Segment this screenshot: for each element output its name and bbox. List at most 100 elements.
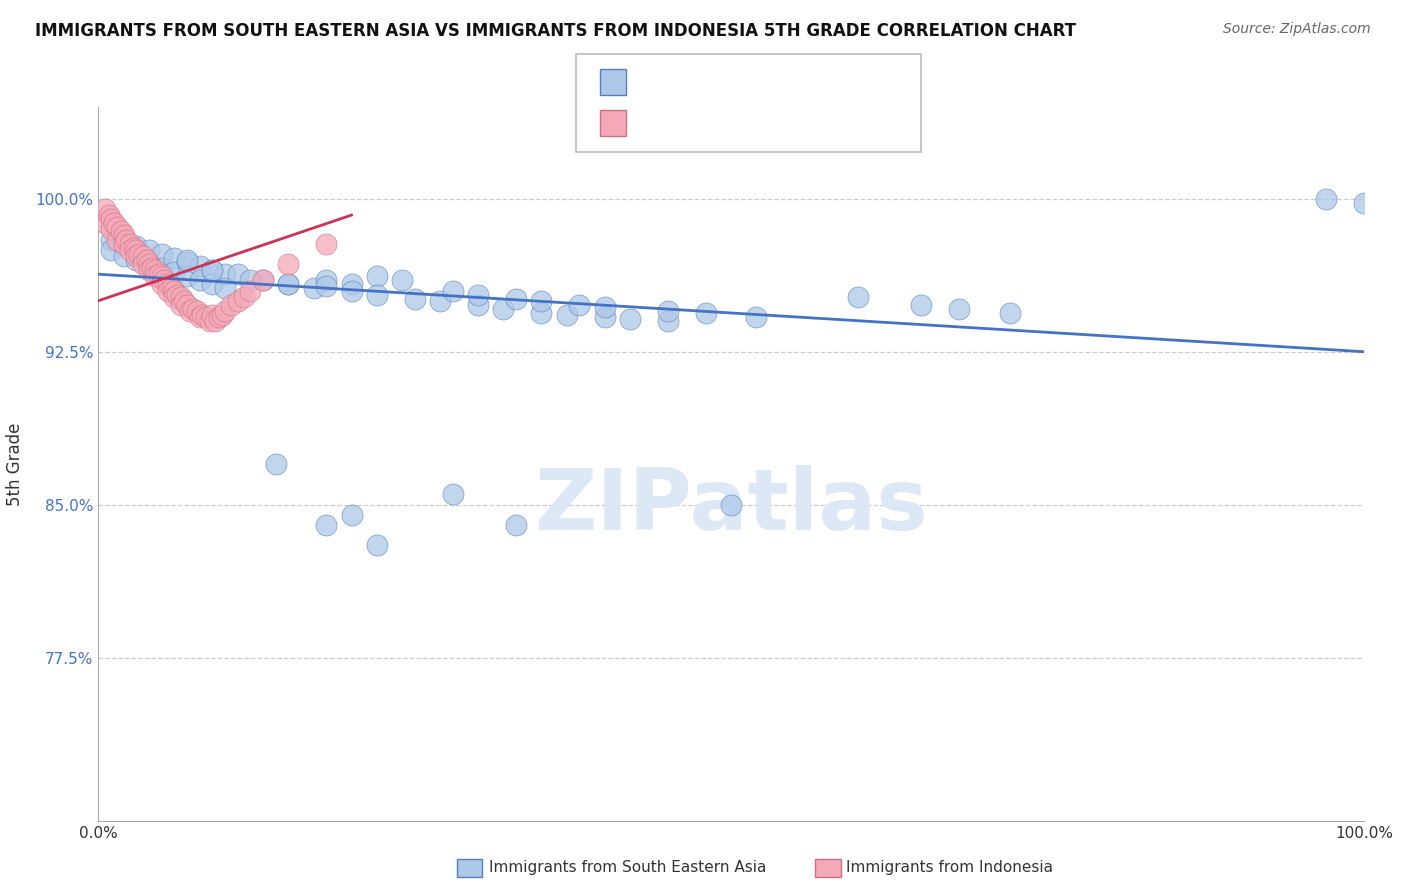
Point bbox=[160, 281, 183, 295]
Point bbox=[97, 208, 120, 222]
Point bbox=[555, 308, 578, 322]
Point bbox=[657, 304, 679, 318]
Point bbox=[846, 290, 869, 304]
Point bbox=[132, 257, 155, 271]
Text: R =: R = bbox=[636, 73, 675, 91]
Point bbox=[148, 267, 170, 281]
Point bbox=[201, 308, 224, 322]
Point bbox=[264, 457, 287, 471]
Y-axis label: 5th Grade: 5th Grade bbox=[7, 422, 24, 506]
Point bbox=[530, 293, 553, 308]
Point bbox=[138, 243, 160, 257]
Point bbox=[112, 236, 135, 251]
Point bbox=[176, 298, 198, 312]
Point bbox=[141, 261, 163, 276]
Point bbox=[176, 255, 198, 269]
Text: N =: N = bbox=[762, 114, 801, 132]
Point bbox=[492, 301, 515, 316]
Point bbox=[169, 290, 191, 304]
Point bbox=[239, 273, 262, 287]
Point bbox=[120, 243, 141, 257]
Point bbox=[441, 284, 464, 298]
Point bbox=[188, 259, 211, 273]
Point bbox=[277, 257, 299, 271]
Point bbox=[176, 252, 198, 267]
Point bbox=[163, 265, 186, 279]
Point bbox=[948, 301, 970, 316]
Point bbox=[125, 238, 148, 252]
Point bbox=[695, 306, 717, 320]
Point bbox=[150, 261, 173, 276]
Point bbox=[910, 298, 932, 312]
Point bbox=[340, 284, 363, 298]
Point bbox=[505, 518, 527, 533]
Point bbox=[112, 249, 135, 263]
Point bbox=[226, 293, 249, 308]
Point bbox=[1315, 192, 1337, 206]
Point bbox=[150, 269, 173, 284]
Point bbox=[366, 538, 388, 552]
Point bbox=[110, 224, 132, 238]
Point bbox=[201, 277, 224, 292]
Point bbox=[429, 293, 451, 308]
Point bbox=[107, 220, 129, 235]
Point bbox=[132, 249, 155, 263]
Point bbox=[125, 252, 148, 267]
Point bbox=[163, 284, 186, 298]
Text: Immigrants from Indonesia: Immigrants from Indonesia bbox=[846, 861, 1053, 875]
Point bbox=[302, 281, 325, 295]
Point bbox=[201, 263, 224, 277]
Point bbox=[208, 310, 231, 324]
Point bbox=[186, 304, 208, 318]
Point bbox=[173, 293, 195, 308]
Point bbox=[157, 284, 180, 298]
Text: ZIPatlas: ZIPatlas bbox=[534, 465, 928, 549]
Point bbox=[204, 314, 226, 328]
Point bbox=[505, 292, 527, 306]
Point bbox=[214, 281, 236, 295]
Point bbox=[441, 487, 464, 501]
Text: Source: ZipAtlas.com: Source: ZipAtlas.com bbox=[1223, 22, 1371, 37]
Point bbox=[366, 287, 388, 301]
Point bbox=[201, 263, 224, 277]
Point bbox=[112, 236, 135, 251]
Point bbox=[315, 236, 337, 251]
Point bbox=[135, 252, 157, 267]
Text: Immigrants from South Eastern Asia: Immigrants from South Eastern Asia bbox=[489, 861, 766, 875]
Point bbox=[277, 277, 299, 292]
Point bbox=[720, 498, 742, 512]
Point bbox=[157, 277, 180, 292]
Point bbox=[150, 277, 173, 292]
Point bbox=[112, 228, 135, 243]
Point bbox=[340, 277, 363, 292]
Point bbox=[366, 269, 388, 284]
Point bbox=[233, 290, 256, 304]
Point bbox=[93, 202, 117, 216]
Point bbox=[179, 304, 201, 318]
Point bbox=[150, 247, 173, 261]
Point bbox=[467, 287, 489, 301]
Point bbox=[226, 267, 249, 281]
Point bbox=[188, 273, 211, 287]
Point bbox=[214, 304, 236, 318]
Point bbox=[530, 306, 553, 320]
Text: N =: N = bbox=[762, 73, 801, 91]
Point bbox=[404, 292, 426, 306]
Point bbox=[340, 508, 363, 522]
Point bbox=[239, 284, 262, 298]
Point bbox=[145, 263, 166, 277]
Point bbox=[169, 298, 191, 312]
Point bbox=[125, 249, 148, 263]
Text: -0.142: -0.142 bbox=[678, 73, 742, 91]
Point bbox=[1353, 195, 1375, 210]
Point bbox=[122, 241, 145, 255]
Point bbox=[619, 312, 641, 326]
Point bbox=[194, 310, 218, 324]
Point bbox=[100, 243, 122, 257]
Point bbox=[998, 306, 1021, 320]
Point bbox=[391, 273, 413, 287]
Point bbox=[593, 300, 616, 314]
Point bbox=[138, 257, 160, 271]
Point bbox=[125, 243, 148, 257]
Text: IMMIGRANTS FROM SOUTH EASTERN ASIA VS IMMIGRANTS FROM INDONESIA 5TH GRADE CORREL: IMMIGRANTS FROM SOUTH EASTERN ASIA VS IM… bbox=[35, 22, 1076, 40]
